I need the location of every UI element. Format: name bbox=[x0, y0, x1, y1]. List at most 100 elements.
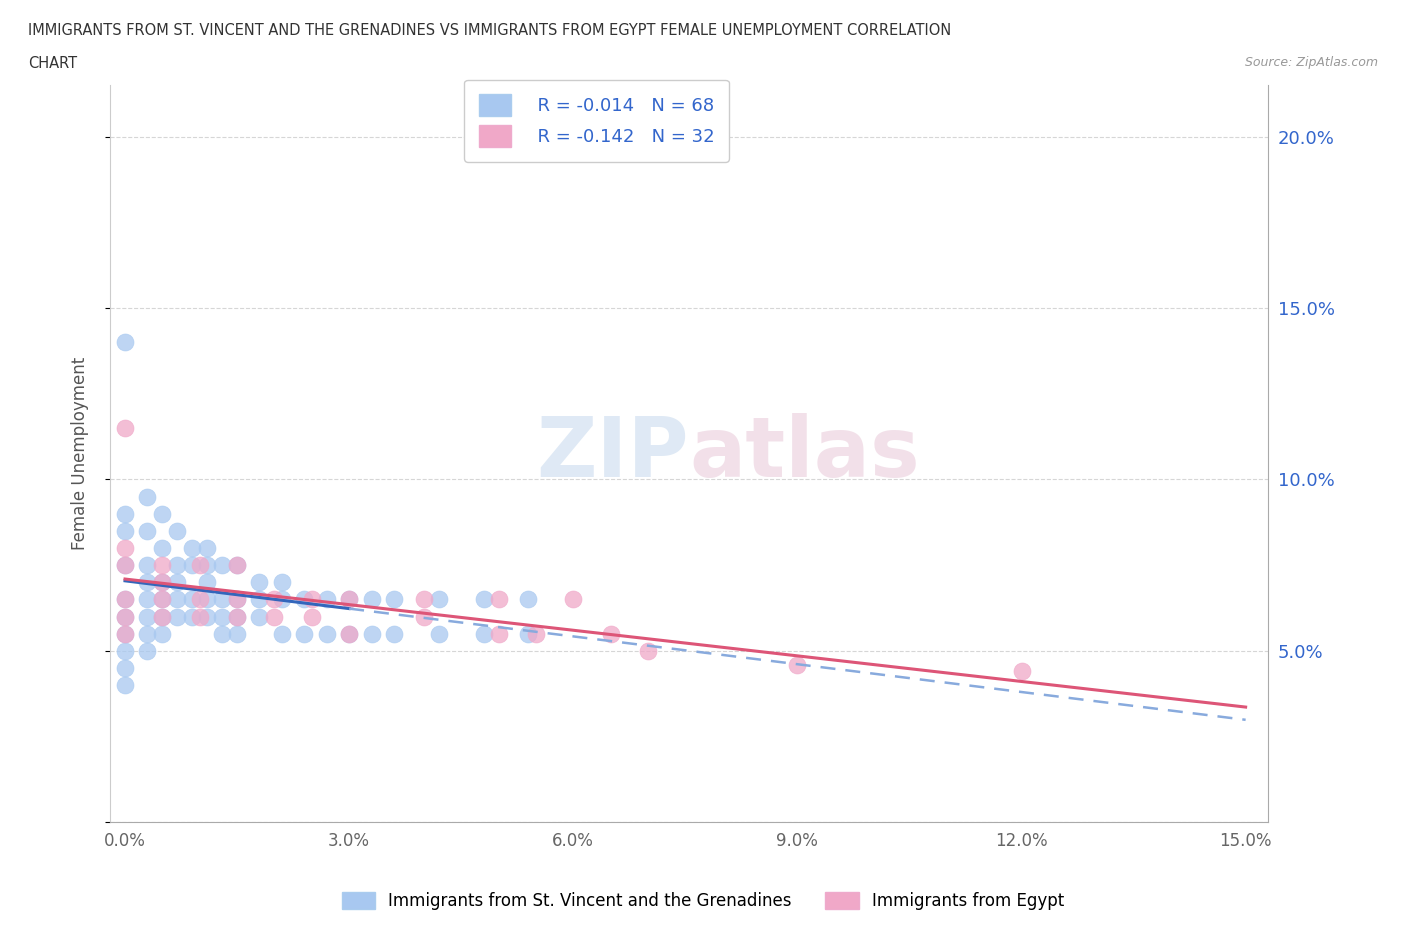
Point bbox=[301, 592, 323, 607]
Point bbox=[166, 592, 188, 607]
Point bbox=[166, 575, 188, 590]
Point bbox=[114, 609, 136, 624]
Point bbox=[517, 592, 540, 607]
Text: atlas: atlas bbox=[689, 413, 920, 494]
Point bbox=[150, 575, 173, 590]
Point bbox=[226, 592, 249, 607]
Point bbox=[292, 626, 315, 641]
Point bbox=[226, 626, 249, 641]
Point bbox=[472, 626, 495, 641]
Point bbox=[166, 609, 188, 624]
Point bbox=[166, 558, 188, 573]
Point bbox=[114, 678, 136, 693]
Point bbox=[150, 592, 173, 607]
Point bbox=[188, 592, 211, 607]
Point bbox=[195, 558, 218, 573]
Point bbox=[382, 626, 405, 641]
Point bbox=[114, 524, 136, 538]
Point bbox=[114, 592, 136, 607]
Point bbox=[114, 335, 136, 350]
Point bbox=[211, 626, 233, 641]
Point bbox=[301, 609, 323, 624]
Point bbox=[249, 609, 271, 624]
Point bbox=[360, 626, 382, 641]
Text: CHART: CHART bbox=[28, 56, 77, 71]
Point bbox=[150, 609, 173, 624]
Point bbox=[412, 609, 434, 624]
Point bbox=[337, 592, 360, 607]
Point bbox=[226, 609, 249, 624]
Y-axis label: Female Unemployment: Female Unemployment bbox=[72, 357, 89, 551]
Point bbox=[226, 558, 249, 573]
Point bbox=[786, 658, 808, 672]
Point bbox=[188, 558, 211, 573]
Point bbox=[136, 609, 159, 624]
Point bbox=[263, 609, 285, 624]
Point bbox=[337, 592, 360, 607]
Point bbox=[136, 644, 159, 658]
Point bbox=[136, 626, 159, 641]
Point bbox=[181, 558, 204, 573]
Point bbox=[1011, 664, 1033, 679]
Point bbox=[517, 626, 540, 641]
Point bbox=[150, 592, 173, 607]
Point bbox=[114, 592, 136, 607]
Point bbox=[427, 592, 450, 607]
Point bbox=[337, 626, 360, 641]
Legend:   R = -0.014   N = 68,   R = -0.142   N = 32: R = -0.014 N = 68, R = -0.142 N = 32 bbox=[464, 80, 728, 162]
Point bbox=[195, 592, 218, 607]
Point bbox=[637, 644, 659, 658]
Point bbox=[166, 524, 188, 538]
Point bbox=[150, 626, 173, 641]
Point bbox=[195, 609, 218, 624]
Point bbox=[249, 575, 271, 590]
Point bbox=[136, 524, 159, 538]
Point bbox=[114, 609, 136, 624]
Point bbox=[488, 626, 510, 641]
Point bbox=[599, 626, 621, 641]
Point bbox=[150, 558, 173, 573]
Point bbox=[226, 609, 249, 624]
Point bbox=[226, 558, 249, 573]
Point bbox=[427, 626, 450, 641]
Point bbox=[181, 609, 204, 624]
Point bbox=[188, 609, 211, 624]
Point bbox=[136, 558, 159, 573]
Point bbox=[226, 592, 249, 607]
Point bbox=[211, 609, 233, 624]
Text: ZIP: ZIP bbox=[537, 413, 689, 494]
Point bbox=[114, 626, 136, 641]
Point bbox=[315, 626, 337, 641]
Point bbox=[488, 592, 510, 607]
Point bbox=[114, 420, 136, 435]
Point bbox=[195, 575, 218, 590]
Point bbox=[136, 592, 159, 607]
Point bbox=[337, 626, 360, 641]
Point bbox=[562, 592, 585, 607]
Point bbox=[195, 540, 218, 555]
Point bbox=[412, 592, 434, 607]
Point bbox=[382, 592, 405, 607]
Point bbox=[360, 592, 382, 607]
Point bbox=[114, 558, 136, 573]
Point bbox=[270, 592, 292, 607]
Point bbox=[211, 558, 233, 573]
Point bbox=[181, 592, 204, 607]
Point bbox=[150, 506, 173, 521]
Point bbox=[136, 489, 159, 504]
Legend: Immigrants from St. Vincent and the Grenadines, Immigrants from Egypt: Immigrants from St. Vincent and the Gren… bbox=[335, 885, 1071, 917]
Point bbox=[292, 592, 315, 607]
Point bbox=[114, 558, 136, 573]
Point bbox=[211, 592, 233, 607]
Point bbox=[315, 592, 337, 607]
Point bbox=[270, 626, 292, 641]
Text: IMMIGRANTS FROM ST. VINCENT AND THE GRENADINES VS IMMIGRANTS FROM EGYPT FEMALE U: IMMIGRANTS FROM ST. VINCENT AND THE GREN… bbox=[28, 23, 952, 38]
Point bbox=[114, 540, 136, 555]
Point bbox=[114, 506, 136, 521]
Point bbox=[249, 592, 271, 607]
Point bbox=[524, 626, 547, 641]
Point bbox=[263, 592, 285, 607]
Text: Source: ZipAtlas.com: Source: ZipAtlas.com bbox=[1244, 56, 1378, 69]
Point bbox=[150, 609, 173, 624]
Point bbox=[150, 540, 173, 555]
